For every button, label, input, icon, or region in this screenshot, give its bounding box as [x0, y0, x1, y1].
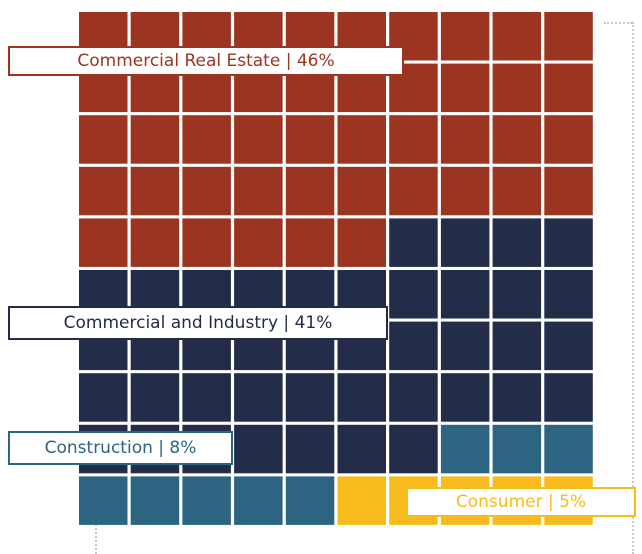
waffle-cell-commercial-real-estate	[130, 115, 180, 164]
guide-line-right-top	[604, 22, 632, 24]
label-construction-text: Construction | 8%	[44, 438, 197, 458]
waffle-cell-commercial-real-estate	[492, 12, 542, 61]
waffle-cell-commercial-real-estate	[492, 115, 542, 164]
guide-line-left	[95, 520, 97, 554]
guide-line-right	[632, 22, 634, 554]
waffle-cell-commercial-real-estate	[492, 166, 542, 216]
label-commercial-and-industry-text: Commercial and Industry | 41%	[63, 313, 333, 333]
waffle-cell-commercial-real-estate	[440, 12, 490, 61]
waffle-cell-construction	[130, 476, 180, 525]
waffle-cell-commercial-real-estate	[544, 12, 593, 61]
waffle-cell-commercial-and-industry	[337, 424, 386, 474]
waffle-cell-commercial-and-industry	[492, 321, 542, 371]
waffle-cell-construction	[285, 476, 335, 525]
waffle-cell-commercial-and-industry	[492, 373, 542, 422]
waffle-cell-commercial-real-estate	[544, 166, 593, 216]
waffle-cell-commercial-real-estate	[285, 166, 335, 216]
waffle-cell-construction	[234, 476, 283, 525]
waffle-cell-commercial-real-estate	[182, 115, 231, 164]
waffle-cell-commercial-real-estate	[337, 115, 386, 164]
waffle-cell-commercial-and-industry	[234, 424, 283, 474]
waffle-cell-commercial-and-industry	[440, 218, 490, 267]
waffle-cell-commercial-and-industry	[389, 218, 438, 267]
label-commercial-real-estate-text: Commercial Real Estate | 46%	[77, 51, 335, 71]
waffle-cell-construction	[182, 476, 231, 525]
waffle-cell-commercial-and-industry	[544, 321, 593, 371]
waffle-cell-commercial-real-estate	[492, 63, 542, 113]
waffle-cell-commercial-real-estate	[182, 166, 231, 216]
waffle-cell-commercial-real-estate	[182, 218, 231, 267]
waffle-cell-commercial-and-industry	[440, 270, 490, 319]
waffle-cell-commercial-and-industry	[389, 424, 438, 474]
waffle-cell-construction	[440, 424, 490, 474]
waffle-cell-construction	[79, 476, 128, 525]
waffle-cell-commercial-and-industry	[130, 373, 180, 422]
waffle-cell-commercial-and-industry	[389, 270, 438, 319]
waffle-cell-commercial-and-industry	[544, 270, 593, 319]
label-commercial-and-industry: Commercial and Industry | 41%	[8, 306, 388, 340]
label-commercial-real-estate: Commercial Real Estate | 46%	[8, 46, 404, 76]
waffle-cell-commercial-real-estate	[79, 218, 128, 267]
waffle-cell-commercial-and-industry	[285, 424, 335, 474]
waffle-cell-commercial-real-estate	[130, 218, 180, 267]
waffle-cell-commercial-and-industry	[544, 218, 593, 267]
waffle-cell-commercial-real-estate	[544, 115, 593, 164]
label-construction: Construction | 8%	[8, 431, 233, 465]
waffle-cell-commercial-real-estate	[440, 115, 490, 164]
waffle-cell-commercial-real-estate	[130, 166, 180, 216]
waffle-cell-commercial-real-estate	[544, 63, 593, 113]
waffle-cell-commercial-real-estate	[234, 166, 283, 216]
waffle-cell-commercial-and-industry	[79, 373, 128, 422]
waffle-cell-construction	[492, 424, 542, 474]
waffle-cell-commercial-real-estate	[389, 115, 438, 164]
waffle-cell-commercial-and-industry	[337, 373, 386, 422]
waffle-cell-commercial-and-industry	[492, 218, 542, 267]
waffle-cell-commercial-real-estate	[440, 166, 490, 216]
waffle-cell-commercial-real-estate	[79, 166, 128, 216]
waffle-cell-consumer	[337, 476, 386, 525]
label-consumer-text: Consumer | 5%	[455, 492, 587, 512]
waffle-cell-commercial-and-industry	[440, 321, 490, 371]
waffle-cell-commercial-real-estate	[234, 218, 283, 267]
waffle-cell-commercial-real-estate	[234, 115, 283, 164]
waffle-cell-commercial-and-industry	[389, 321, 438, 371]
waffle-cell-commercial-real-estate	[389, 166, 438, 216]
waffle-cell-commercial-real-estate	[285, 218, 335, 267]
waffle-cell-commercial-and-industry	[285, 373, 335, 422]
waffle-cell-construction	[544, 424, 593, 474]
waffle-cell-commercial-and-industry	[234, 373, 283, 422]
waffle-cell-commercial-and-industry	[182, 373, 231, 422]
waffle-cell-commercial-real-estate	[79, 115, 128, 164]
waffle-cell-commercial-and-industry	[544, 373, 593, 422]
waffle-cell-commercial-real-estate	[337, 166, 386, 216]
waffle-cell-commercial-real-estate	[440, 63, 490, 113]
waffle-cell-commercial-real-estate	[337, 218, 386, 267]
waffle-cell-commercial-real-estate	[285, 115, 335, 164]
label-consumer: Consumer | 5%	[406, 487, 636, 517]
waffle-cell-commercial-and-industry	[440, 373, 490, 422]
waffle-cell-commercial-and-industry	[389, 373, 438, 422]
waffle-cell-commercial-and-industry	[492, 270, 542, 319]
